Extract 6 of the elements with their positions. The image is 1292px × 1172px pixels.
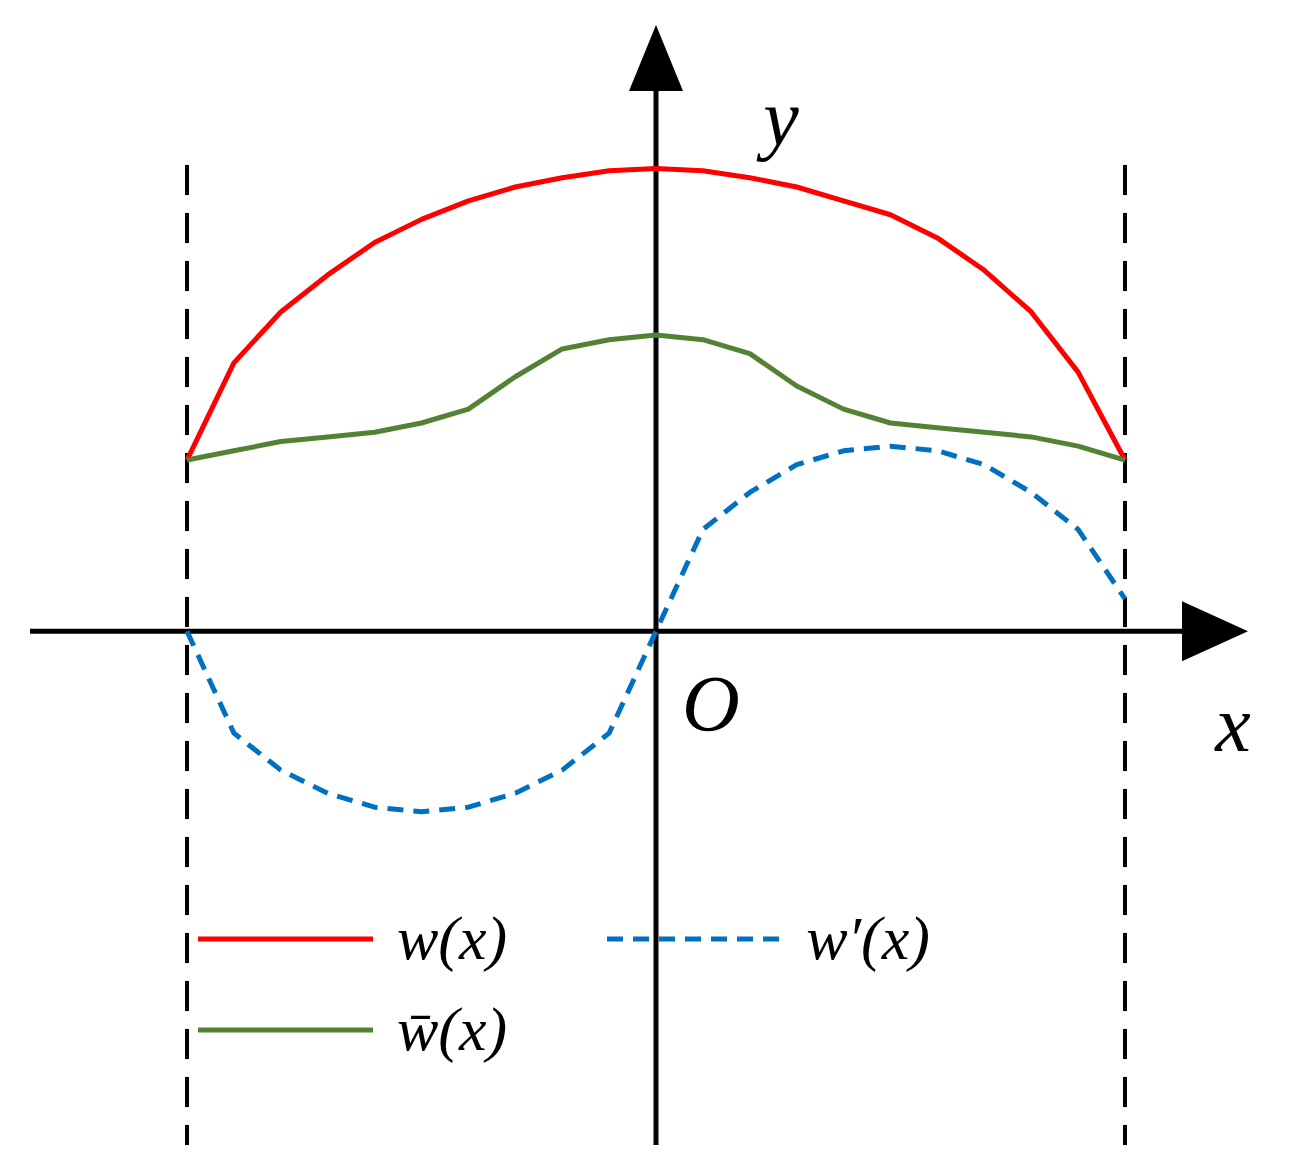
legend-label: w(x): [397, 903, 508, 974]
y-axis-title: y: [756, 74, 800, 162]
legend-label: w′(x): [806, 903, 930, 974]
x-axis-title: x: [1214, 680, 1251, 769]
legend-label: w̄(x): [397, 994, 508, 1065]
annotation: O: [682, 660, 740, 749]
